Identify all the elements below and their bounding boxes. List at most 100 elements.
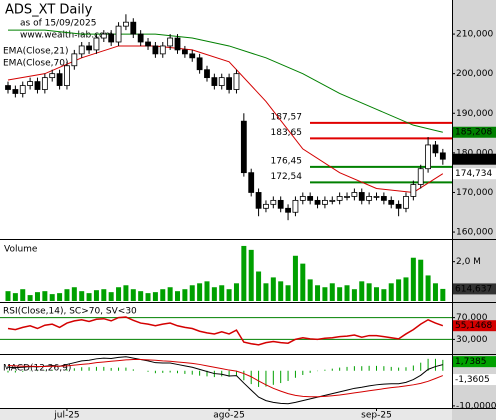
candle-body	[49, 73, 56, 79]
volume-bar	[241, 245, 247, 301]
volume-bar	[167, 287, 173, 301]
candle-body	[19, 85, 26, 94]
volume-bar	[388, 283, 394, 301]
volume-bar	[189, 285, 195, 301]
volume-bar	[425, 275, 431, 301]
level-label: 187,57	[271, 112, 303, 122]
volume-bar	[322, 287, 328, 301]
volume-bar	[396, 279, 402, 301]
y-tick-label: -10,0000	[456, 401, 496, 411]
value-tag: 174,734	[455, 169, 492, 179]
volume-bar	[20, 289, 26, 301]
candle-body	[439, 152, 446, 160]
candle-body	[93, 37, 100, 51]
candle-body	[292, 199, 299, 213]
volume-bar	[71, 287, 77, 301]
volume-bar	[116, 287, 122, 301]
volume-bar	[307, 279, 313, 301]
volume-bar	[432, 283, 438, 301]
macd-line	[7, 359, 444, 398]
volume-bar	[300, 263, 306, 301]
candle-body	[41, 77, 48, 90]
volume-bar	[49, 294, 55, 301]
candle-body	[395, 203, 402, 209]
candle-body	[255, 192, 262, 209]
x-tick-label: jul-25	[53, 411, 79, 420]
volume-bar	[42, 291, 48, 301]
candle-body	[108, 33, 115, 43]
volume-bar	[197, 283, 203, 301]
volume-bar	[34, 292, 40, 301]
value-tag-box	[453, 168, 496, 180]
level-label: 176,45	[271, 156, 303, 166]
candle-body	[380, 196, 387, 201]
candle-body	[189, 53, 196, 59]
source: www.wealth-lab.com	[20, 31, 113, 41]
candle-body	[277, 199, 284, 209]
candle-body	[270, 199, 277, 205]
candle-body	[233, 73, 240, 90]
candle-body	[432, 144, 439, 154]
y-tick-label: 210,000	[456, 30, 493, 40]
candle-body	[181, 49, 188, 55]
candle-body	[137, 33, 144, 43]
candle-body	[417, 168, 424, 185]
candle-body	[248, 172, 255, 193]
candle-body	[100, 33, 107, 39]
y-tick-label: 70,000	[456, 313, 488, 323]
volume-bar	[5, 291, 11, 301]
volume-bar	[79, 291, 85, 301]
candle-body	[425, 144, 431, 170]
volume-bar	[130, 289, 136, 301]
candle-body	[5, 85, 11, 90]
volume-bar	[263, 283, 269, 301]
volume-bar	[27, 295, 33, 301]
candle-body	[27, 81, 34, 86]
y-tick-label: 200,000	[456, 69, 493, 79]
axis-strip	[452, 0, 496, 420]
candle-body	[299, 196, 306, 201]
candle-body	[263, 203, 269, 209]
ema-line	[8, 29, 443, 133]
y-tick-label: 190,000	[456, 109, 493, 119]
candle-body	[152, 45, 159, 55]
candle-body	[344, 196, 350, 198]
volume-bar	[108, 292, 114, 301]
value-tag-box	[453, 283, 496, 295]
volume-bar	[329, 283, 335, 301]
volume-bar	[57, 293, 63, 301]
candle-body	[211, 77, 218, 86]
candle-body	[403, 196, 409, 209]
candle-body	[71, 53, 78, 67]
candle-body	[56, 73, 63, 86]
x-axis-strip	[0, 409, 452, 420]
volume-bar	[315, 285, 321, 301]
panel-title: MACD(12,26,9)	[3, 364, 71, 374]
volume-bar	[403, 277, 409, 301]
y-tick-label: 2,0 M	[456, 257, 481, 267]
volume-bar	[211, 287, 217, 301]
volume-bar	[12, 293, 18, 301]
x-tick-label: ago-25	[213, 411, 245, 420]
candle-body	[130, 21, 137, 35]
volume-bar	[359, 281, 365, 301]
value-tag-box	[453, 153, 496, 165]
volume-bar	[418, 259, 424, 301]
volume-bar	[152, 292, 158, 301]
candle-body	[78, 45, 85, 55]
panel-title: RSI(Close,14), SC>70, SV<30	[3, 307, 137, 317]
subtitle: as of 15/09/2025	[20, 19, 96, 29]
macd-line	[7, 356, 443, 405]
candle-body	[240, 120, 247, 174]
volume-bar	[219, 285, 225, 301]
y-tick-label: 160,000	[456, 228, 493, 238]
volume-bar	[123, 285, 129, 301]
candle-body	[174, 37, 181, 51]
rsi-line	[7, 316, 444, 346]
candle-body	[285, 207, 291, 213]
x-tick-label: sep-25	[361, 411, 392, 420]
candle-body	[64, 65, 70, 86]
volume-bar	[270, 277, 276, 301]
volume-bar	[175, 291, 181, 301]
